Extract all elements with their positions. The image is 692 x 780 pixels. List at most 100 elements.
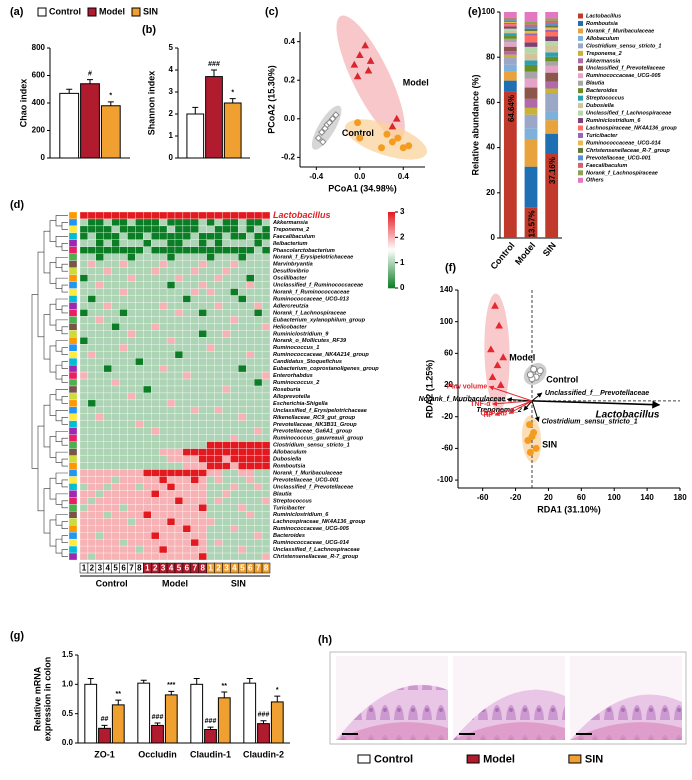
heatmap-cell [151,476,160,484]
loading-arrow [531,400,661,409]
heatmap-cell [143,413,152,421]
heatmap-cell [111,337,120,345]
heatmap-cell [87,337,96,345]
heatmap-cell [174,232,184,240]
heatmap-cell [159,316,168,324]
point [319,138,327,146]
heatmap-cell [214,399,223,408]
heatmap-cell [135,525,144,533]
heatmap-cell [143,351,152,359]
bar-segment [503,30,517,34]
significance-mark: * [109,93,112,100]
loading-label: Norank_f_Muribaculaceae [419,396,506,403]
legend-swatch [578,162,583,168]
heatmap-cell [127,413,136,421]
heatmap-cell [159,274,168,282]
heatmap-cell [238,518,247,526]
heatmap-cell [143,316,152,324]
heatmap-cell [103,406,112,414]
bar-segment [545,36,559,42]
heatmap-cell [143,267,152,275]
heatmap-cell [166,504,176,512]
heatmap-cell [214,239,223,247]
heatmap-cell [206,538,215,547]
heatmap-cell [79,476,89,484]
heatmap-cell [135,371,144,380]
legend-swatch [568,754,582,764]
x-tick-label: -20 [510,493,522,502]
heatmap-cell [174,364,184,373]
heatmap-cell [103,323,112,331]
colorbar-band [388,280,395,283]
legend-swatch [466,754,480,764]
heatmap-cell [79,483,89,491]
legend-label: Streptococcus [586,96,624,102]
heatmap-cell [214,288,223,296]
heatmap-cell [214,316,223,324]
heatmap-cell [135,302,144,310]
y-tick-label: -100 [437,475,454,484]
heatmap-cell [206,476,215,484]
point [526,448,534,456]
heatmap-cell [182,295,191,303]
legend-label: Blautia [586,81,604,87]
legend-swatch [578,103,583,109]
histology-muscle [336,722,448,740]
bar [164,694,178,744]
heatmap-cell [206,483,215,491]
bar-segment [503,24,517,27]
point [526,421,534,429]
heatmap-cell [159,392,168,401]
heatmap-cell [238,490,247,498]
heatmap-cell [222,406,231,414]
heatmap-cell [159,406,168,414]
heatmap-cell [111,281,120,289]
x-axis-label: RDA1 (31.10%) [537,504,601,514]
heatmap-cell [190,448,199,456]
heatmap-cell [261,267,271,275]
heatmap-cell [143,483,152,491]
bar-segment [503,71,517,81]
heatmap-cell [246,358,255,366]
heatmap-cell [206,351,215,359]
heatmap-cell [246,302,255,310]
heatmap-cell [182,371,191,380]
heatmap-cell [238,309,247,317]
bar [243,682,257,744]
heatmap-cell [214,351,223,359]
heatmap-cell [159,525,168,533]
heatmap-cell [206,316,215,324]
heatmap-cell [111,267,120,275]
heatmap-cell [261,538,271,547]
bar-segment [503,35,517,39]
heatmap-cell [79,434,89,442]
loading-label: CCP-Ab [481,410,507,417]
heatmap-cell [214,538,223,547]
heatmap-cell [261,378,271,387]
heatmap-cell [103,225,112,234]
heatmap-cell [119,288,128,296]
phylum-strip [68,538,78,547]
y-tick-label: 2 [169,109,174,118]
heatmap-cell [246,490,255,498]
heatmap-cell [222,399,231,408]
heatmap-cell [214,532,223,540]
row-label: Roseburia [273,387,300,393]
phylum-strip [68,532,78,540]
colorbar-band [388,257,395,260]
heatmap-cell [190,476,199,484]
panel-label: (b) [142,24,156,36]
heatmap-cell [119,371,128,380]
heatmap-cell [135,448,144,456]
heatmap-cell [214,406,223,414]
heatmap-cell [174,323,184,331]
heatmap-cell [151,246,160,254]
heatmap-cell [135,392,144,401]
heatmap-cell [143,392,152,401]
heatmap-cell [174,392,184,401]
row-label: Faecalibaculum [273,234,315,240]
heatmap-cell [238,211,247,220]
dendrogram [61,396,68,404]
heatmap-cell [111,511,120,519]
heatmap-cell [198,504,207,512]
